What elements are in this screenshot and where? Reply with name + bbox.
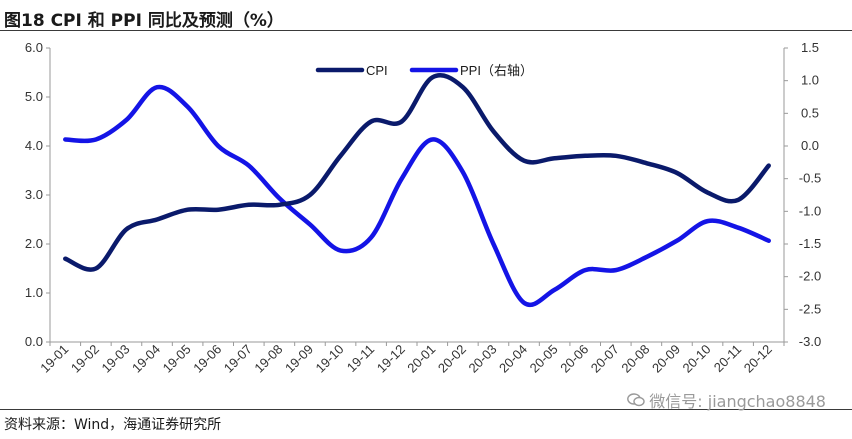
x-tick-label: 19-05 [160, 342, 194, 376]
left-tick-label: 5.0 [25, 89, 43, 104]
x-tick-label: 19-02 [68, 342, 102, 376]
line-chart: 0.0 1.0 2.0 3.0 4.0 5.0 6.0 -3.0 -2.5 -2.0 -1.5 -1… [25, 40, 821, 376]
x-tick-label: 19-12 [374, 342, 408, 376]
left-tick-label: 6.0 [25, 40, 43, 55]
right-tick-label: 0.0 [801, 138, 819, 153]
x-tick-label: 20-12 [741, 342, 775, 376]
right-tick-label: -0.5 [799, 171, 821, 186]
x-tick-label: 20-02 [435, 342, 469, 376]
x-axis-ticks: 19-0119-0219-0319-0419-0519-0619-0719-08… [37, 342, 785, 376]
footer-divider [0, 409, 852, 410]
x-tick-label: 19-03 [98, 342, 132, 376]
x-tick-label: 20-01 [404, 342, 438, 376]
legend: CPI PPI（右轴） [315, 63, 533, 78]
x-tick-label: 19-08 [251, 342, 285, 376]
x-tick-label: 20-04 [496, 342, 530, 376]
right-tick-label: -1.0 [799, 203, 821, 218]
x-tick-label: 19-06 [190, 342, 224, 376]
x-tick-label: 20-08 [618, 342, 652, 376]
left-axis-ticks: 0.0 1.0 2.0 3.0 4.0 5.0 6.0 [25, 40, 50, 349]
left-tick-label: 0.0 [25, 334, 43, 349]
title-divider [0, 30, 852, 31]
x-tick-label: 19-04 [129, 342, 163, 376]
x-tick-label: 20-05 [527, 342, 561, 376]
x-tick-label: 19-07 [221, 342, 255, 376]
legend-cpi-label: CPI [366, 63, 388, 78]
right-axis-ticks: -3.0 -2.5 -2.0 -1.5 -1.0 -0.5 0.0 0.5 1.0 1.5 [784, 40, 821, 349]
source-note: 资料来源：Wind，海通证券研究所 [4, 417, 222, 433]
cpi-line [63, 73, 771, 272]
ppi-line [63, 84, 771, 307]
watermark: 微信号: jiangchao8848 [627, 388, 826, 412]
right-tick-label: -1.5 [799, 236, 821, 251]
left-tick-label: 3.0 [25, 187, 43, 202]
x-tick-label: 20-06 [557, 342, 591, 376]
wechat-icon [627, 393, 645, 407]
x-tick-label: 19-11 [344, 342, 377, 375]
watermark-text: 微信号: jiangchao8848 [649, 392, 826, 411]
x-tick-label: 20-03 [465, 342, 499, 376]
legend-ppi-label: PPI（右轴） [460, 63, 533, 78]
x-tick-label: 20-09 [649, 342, 683, 376]
right-tick-label: 0.5 [801, 105, 819, 120]
x-tick-label: 19-10 [313, 342, 347, 376]
x-tick-label: 20-11 [711, 342, 744, 375]
left-tick-label: 4.0 [25, 138, 43, 153]
right-tick-label: 1.0 [801, 73, 819, 88]
right-tick-label: -3.0 [799, 334, 821, 349]
left-tick-label: 1.0 [25, 285, 43, 300]
right-tick-label: -2.0 [799, 269, 821, 284]
x-tick-label: 20-10 [680, 342, 714, 376]
left-tick-label: 2.0 [25, 236, 43, 251]
chart-axes [49, 48, 785, 343]
right-tick-label: 1.5 [801, 40, 819, 55]
chart-title: 图18 CPI 和 PPI 同比及预测（%） [4, 11, 284, 31]
right-tick-label: -2.5 [799, 301, 821, 316]
x-tick-label: 19-09 [282, 342, 316, 376]
series-layer [63, 73, 771, 307]
x-tick-label: 20-07 [588, 342, 622, 376]
